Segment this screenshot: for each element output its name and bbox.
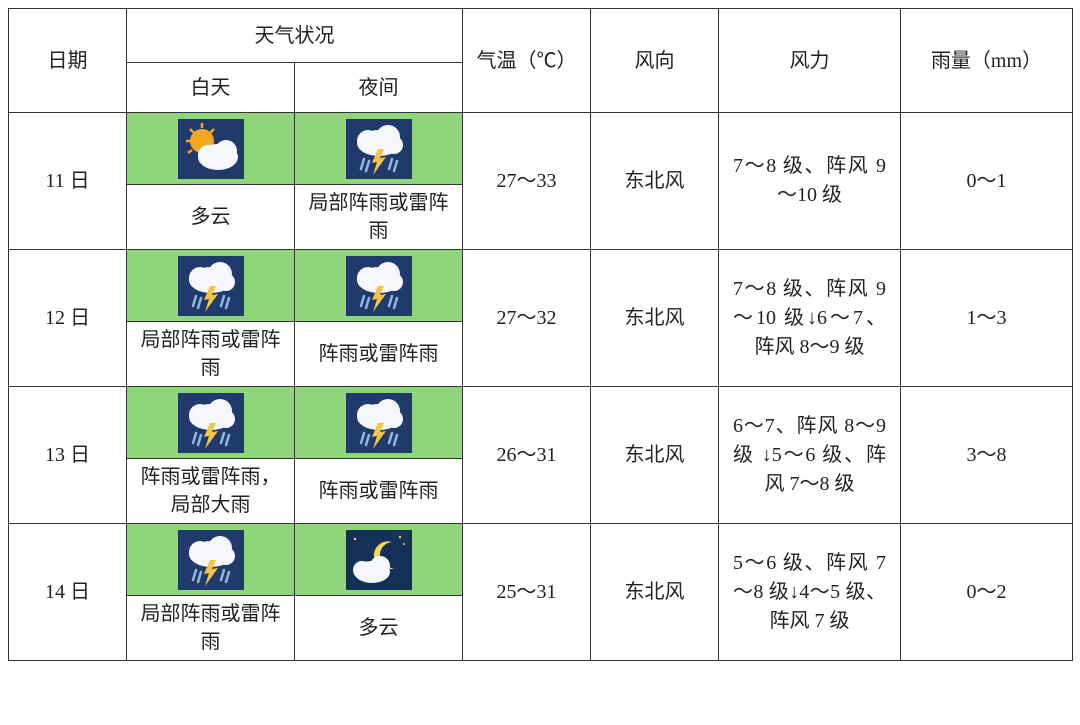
night-weather-icon: [295, 113, 463, 185]
wind-dir-cell: 东北风: [591, 387, 719, 524]
night-weather-text: 局部阵雨或雷阵雨: [295, 185, 463, 250]
date-cell: 12 日: [9, 250, 127, 387]
wind-force-cell: 6～7、阵风 8～9 级 ↓5～6 级、阵风 7～8 级: [719, 387, 901, 524]
temp-cell: 27～33: [463, 113, 591, 250]
thunder-icon: [346, 119, 412, 179]
header-rain: 雨量（mm）: [901, 9, 1073, 113]
wind-dir-cell: 东北风: [591, 113, 719, 250]
header-wind-dir: 风向: [591, 9, 719, 113]
wind-force-cell: 7～8 级、阵风 9～10 级: [719, 113, 901, 250]
night-weather-text: 阵雨或雷阵雨: [295, 322, 463, 387]
moon-cloud-icon: [346, 530, 412, 590]
date-cell: 11 日: [9, 113, 127, 250]
rain-cell: 0～1: [901, 113, 1073, 250]
day-weather-text: 局部阵雨或雷阵雨: [127, 596, 295, 661]
thunder-icon: [346, 256, 412, 316]
day-weather-text: 多云: [127, 185, 295, 250]
header-wind-force: 风力: [719, 9, 901, 113]
night-weather-text: 阵雨或雷阵雨: [295, 459, 463, 524]
thunder-icon: [178, 256, 244, 316]
wind-force-cell: 5～6 级、阵风 7～8 级↓4～5 级、阵风 7 级: [719, 524, 901, 661]
night-weather-icon: [295, 250, 463, 322]
thunder-icon: [346, 393, 412, 453]
header-temp: 气温（℃）: [463, 9, 591, 113]
header-weather: 天气状况: [127, 9, 463, 63]
date-cell: 14 日: [9, 524, 127, 661]
table-row: 14 日25～31东北风5～6 级、阵风 7～8 级↓4～5 级、阵风 7 级0…: [9, 524, 1073, 596]
header-night: 夜间: [295, 63, 463, 113]
wind-dir-cell: 东北风: [591, 524, 719, 661]
table-row: 11 日27～33东北风7～8 级、阵风 9～10 级0～1: [9, 113, 1073, 185]
night-weather-icon: [295, 524, 463, 596]
header-row-1: 日期 天气状况 气温（℃） 风向 风力 雨量（mm）: [9, 9, 1073, 63]
header-date: 日期: [9, 9, 127, 113]
day-weather-icon: [127, 524, 295, 596]
wind-force-cell: 7～8 级、阵风 9～10 级↓6～7、阵风 8～9 级: [719, 250, 901, 387]
thunder-icon: [178, 530, 244, 590]
wind-dir-cell: 东北风: [591, 250, 719, 387]
table-row: 12 日27～32东北风7～8 级、阵风 9～10 级↓6～7、阵风 8～9 级…: [9, 250, 1073, 322]
day-weather-icon: [127, 113, 295, 185]
day-weather-text: 局部阵雨或雷阵雨: [127, 322, 295, 387]
thunder-icon: [178, 393, 244, 453]
temp-cell: 26～31: [463, 387, 591, 524]
day-weather-icon: [127, 387, 295, 459]
day-weather-text: 阵雨或雷阵雨，局部大雨: [127, 459, 295, 524]
date-cell: 13 日: [9, 387, 127, 524]
rain-cell: 3～8: [901, 387, 1073, 524]
day-weather-icon: [127, 250, 295, 322]
rain-cell: 1～3: [901, 250, 1073, 387]
table-row: 13 日26～31东北风6～7、阵风 8～9 级 ↓5～6 级、阵风 7～8 级…: [9, 387, 1073, 459]
temp-cell: 25～31: [463, 524, 591, 661]
header-day: 白天: [127, 63, 295, 113]
temp-cell: 27～32: [463, 250, 591, 387]
night-weather-icon: [295, 387, 463, 459]
weather-forecast-table: 日期 天气状况 气温（℃） 风向 风力 雨量（mm） 白天 夜间 11 日27～…: [8, 8, 1073, 661]
rain-cell: 0～2: [901, 524, 1073, 661]
night-weather-text: 多云: [295, 596, 463, 661]
sun-cloud-icon: [178, 119, 244, 179]
